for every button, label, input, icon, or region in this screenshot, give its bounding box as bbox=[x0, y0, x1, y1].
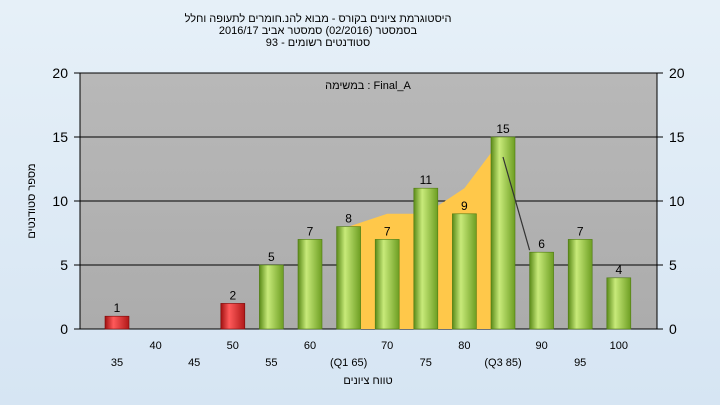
bar-65 bbox=[336, 226, 361, 330]
bar-value-65: 8 bbox=[345, 212, 352, 226]
x-tick-95: 95 bbox=[574, 357, 586, 369]
bar-60 bbox=[297, 239, 323, 330]
chart-title-line-3: סטודנטים רשומים - 93 bbox=[266, 37, 370, 49]
value-labels-layer: 1 2 5 7 8 7 11 9 15 6 7 4 bbox=[114, 122, 623, 315]
trend-line bbox=[502, 156, 531, 251]
bar-95 bbox=[567, 239, 593, 330]
x-tick-35: 35 bbox=[111, 357, 123, 369]
x-tick-100: 100 bbox=[610, 340, 628, 352]
bar-value-95: 7 bbox=[577, 224, 584, 238]
bars-layer bbox=[104, 136, 632, 330]
bar-value-80: 9 bbox=[461, 199, 468, 213]
x-tick-80: 80 bbox=[458, 340, 470, 352]
bar-75 bbox=[413, 187, 439, 330]
x-tick-55: 55 bbox=[265, 357, 277, 369]
chart-title-line-2: בסמסטר (02/2016) סמסטר אביב 2016/17 bbox=[219, 25, 418, 37]
y-axis-right: 0 5 10 15 20 bbox=[657, 65, 685, 337]
task-annotation: במשימה : Final_A bbox=[325, 80, 411, 92]
x-tick-65: (Q1 65) bbox=[330, 357, 367, 369]
y-tick-right-15: 15 bbox=[669, 129, 685, 145]
y-axis-label: מספר סטודנטים bbox=[26, 163, 38, 238]
bar-value-70: 7 bbox=[384, 224, 391, 238]
bar-85 bbox=[490, 136, 516, 330]
x-axis: 35 40 45 50 55 60 (Q1 65) 70 75 80 (Q3 85) 90 95 100 bbox=[111, 340, 628, 369]
bar-70 bbox=[374, 239, 400, 330]
bar-100 bbox=[606, 277, 632, 330]
x-tick-75: 75 bbox=[420, 357, 432, 369]
y-tick-right-5: 5 bbox=[669, 257, 677, 273]
bar-value-85: 15 bbox=[496, 122, 510, 136]
bar-value-35: 1 bbox=[114, 301, 121, 315]
x-tick-70: 70 bbox=[381, 340, 393, 352]
bar-value-100: 4 bbox=[615, 263, 622, 277]
bar-value-75: 11 bbox=[420, 173, 433, 187]
bar-value-50: 2 bbox=[229, 288, 236, 302]
x-tick-85: (Q3 85) bbox=[484, 357, 521, 369]
x-tick-40: 40 bbox=[149, 340, 161, 352]
y-tick-right-20: 20 bbox=[669, 65, 685, 81]
bar-50 bbox=[220, 303, 246, 330]
bar-value-90: 6 bbox=[538, 237, 545, 251]
bar-value-55: 5 bbox=[268, 250, 275, 264]
trend-layer bbox=[502, 156, 531, 251]
chart-title-line-1: היסטוגרמת ציונים בקורס - מבוא להנ.חומרים… bbox=[185, 12, 452, 25]
bar-90 bbox=[529, 251, 554, 330]
y-tick-left-10: 10 bbox=[52, 193, 68, 209]
x-tick-45: 45 bbox=[188, 357, 200, 369]
bar-55 bbox=[259, 264, 284, 330]
y-axis-left: 0 5 10 15 20 bbox=[52, 65, 80, 337]
y-tick-right-0: 0 bbox=[669, 321, 677, 337]
x-tick-90: 90 bbox=[535, 340, 547, 352]
x-tick-60: 60 bbox=[304, 340, 316, 352]
y-tick-left-15: 15 bbox=[52, 129, 68, 145]
y-tick-left-5: 5 bbox=[60, 257, 68, 273]
x-tick-50: 50 bbox=[227, 340, 239, 352]
bar-80 bbox=[452, 213, 477, 330]
bar-value-60: 7 bbox=[307, 224, 314, 238]
bar-35 bbox=[104, 315, 130, 330]
x-axis-label: טווח ציונים bbox=[343, 375, 392, 387]
y-tick-left-0: 0 bbox=[60, 321, 68, 337]
y-tick-left-20: 20 bbox=[52, 65, 68, 81]
y-tick-right-10: 10 bbox=[669, 193, 685, 209]
